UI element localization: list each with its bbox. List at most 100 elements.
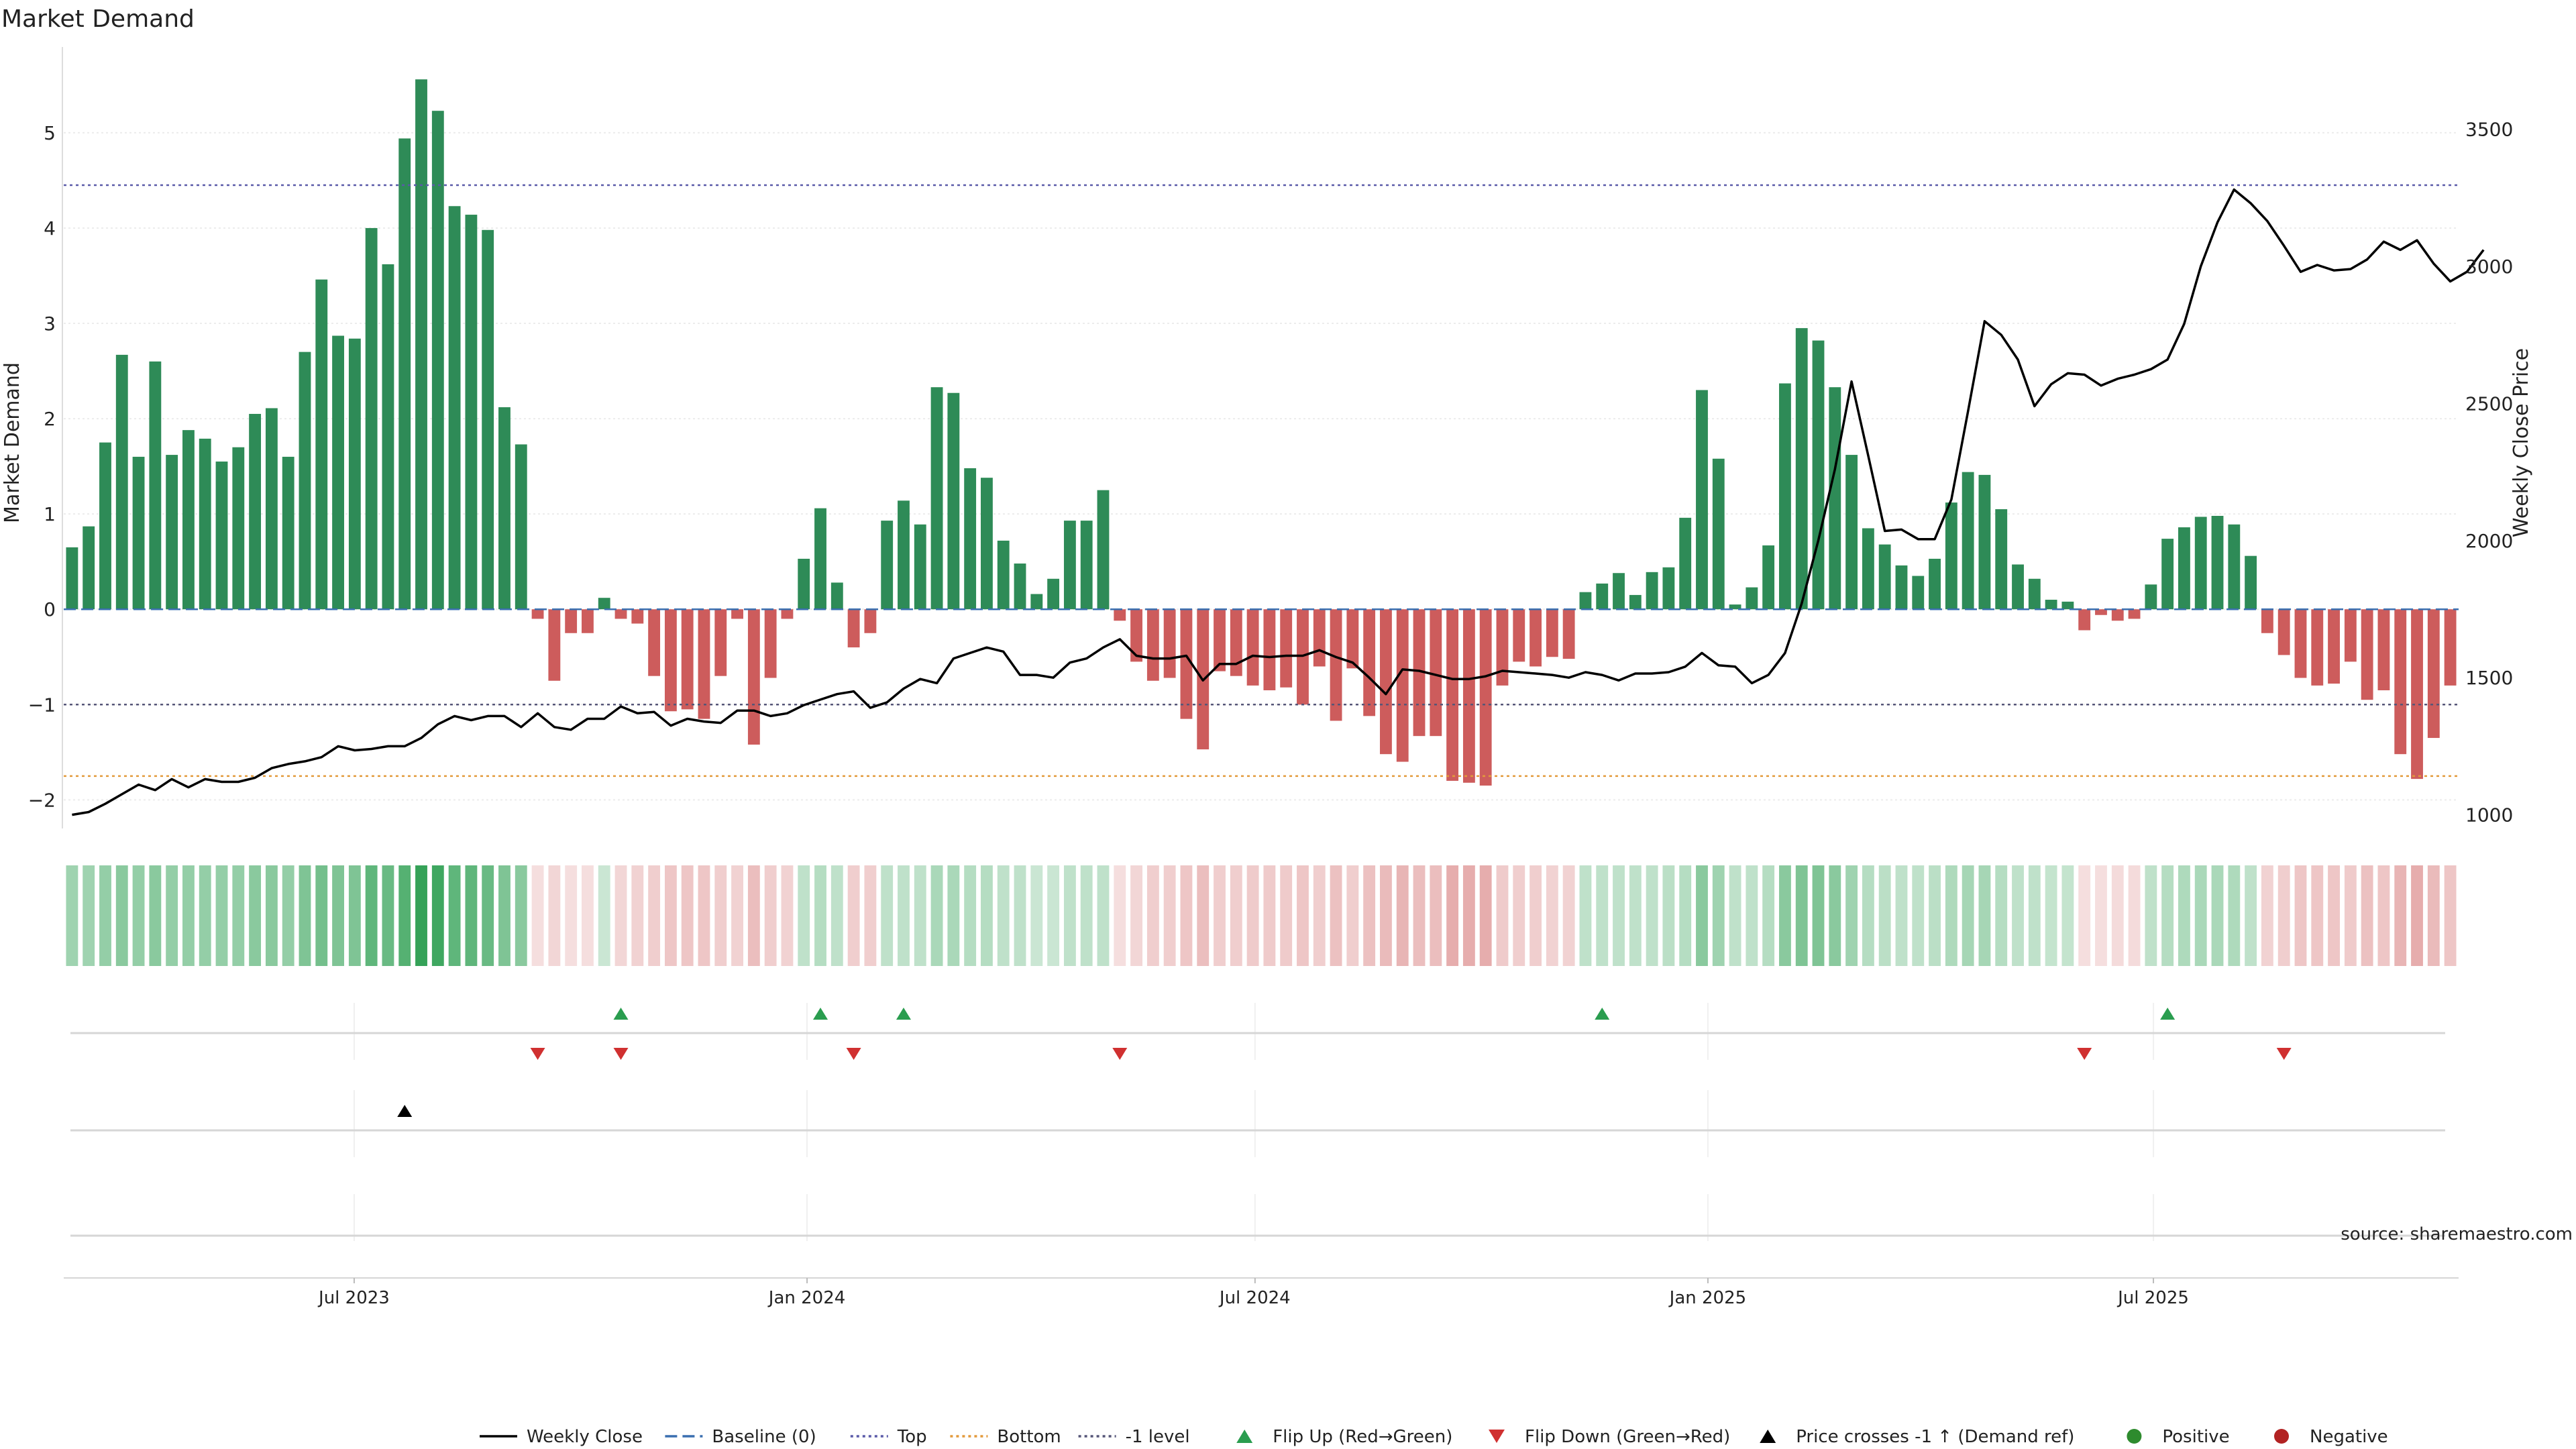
legend-label: Top [897,1427,927,1447]
legend-label: Positive [2162,1427,2229,1447]
bar-positive [1746,587,1758,610]
heat-cell [1795,865,1808,966]
bar-positive [1080,521,1093,610]
bar-negative [1313,609,1326,667]
bar-positive [1829,387,1841,610]
bar-negative [2328,609,2340,684]
heat-cell [1978,865,1991,966]
bar-positive [249,413,262,610]
bar-positive [498,407,511,610]
heat-cell [1696,865,1708,966]
bar-negative [1430,609,1442,737]
heat-cell [1746,865,1758,966]
heat-cell [2211,865,2224,966]
bar-positive [1679,517,1692,610]
heat-cell [981,865,993,966]
source-note: source: sharemaestro.com [2341,1224,2573,1244]
heat-cell [2277,865,2290,966]
y-tick-label: −1 [28,694,56,716]
heat-cell [1380,865,1392,966]
legend-item: Top [850,1427,927,1447]
bar-negative [1363,609,1376,716]
heat-cell [2194,865,2207,966]
heat-cell [814,865,826,966]
x-axis: Jul 2023 Jan 2024 Jul 2024 Jan 2025 Jul 2025 [317,1278,2189,1308]
heat-cell [398,865,411,966]
bar-positive [964,468,977,610]
heat-cell [1629,865,1642,966]
heat-cell [864,865,877,966]
bar-positive [1579,592,1592,610]
bar-negative [1230,609,1242,676]
heat-cell [1346,865,1359,966]
flip-down-marker [1112,1048,1128,1060]
heat-cell [1330,865,1342,966]
heat-cell [1080,865,1093,966]
price-cross-marker [397,1105,413,1117]
legend-item: Baseline (0) [665,1427,816,1447]
bar-negative [2394,609,2407,755]
bar-positive [914,524,926,610]
legend-swatch [2127,1429,2142,1444]
bar-positive [515,444,527,610]
heat-cell [2294,865,2307,966]
bar-positive [348,338,361,610]
bar-positive [1063,521,1076,610]
bar-negative [1496,609,1509,686]
bar-positive [1862,528,1874,610]
bar-positive [132,456,145,610]
y2-tick-label: 2000 [2465,530,2513,552]
bar-negative [1297,609,1309,705]
heat-cell [132,865,145,966]
bar-positive [431,111,444,610]
bar-positive [598,598,610,610]
bar-negative [781,609,794,619]
heat-cell [415,865,427,966]
bar-positive [830,582,843,610]
bar-positive [332,335,344,610]
legend: Weekly Close Baseline (0) Top Bottom -1 leve… [480,1427,2388,1447]
bar-positive [1912,576,1925,610]
bar-positive [2211,516,2224,610]
x-tick-label: Jul 2023 [317,1288,390,1308]
bar-positive [115,354,128,610]
heat-cell [631,865,644,966]
bar-positive [149,361,162,610]
heat-cell [1546,865,1558,966]
legend-label: Bottom [997,1427,1061,1447]
heat-cell [2078,865,2091,966]
heat-cell [598,865,610,966]
bar-positive [232,447,245,610]
bar-positive [465,215,478,610]
heat-cell [1862,865,1874,966]
bar-positive [1895,565,1908,610]
bar-negative [1114,609,1126,621]
heat-cell [1462,865,1475,966]
heat-cell [249,865,262,966]
bar-negative [1562,609,1575,659]
heat-cell [465,865,478,966]
bar-negative [1163,609,1176,678]
bar-negative [1380,609,1392,755]
y2-tick-label: 1000 [2465,804,2513,826]
legend-label: Baseline (0) [712,1427,816,1447]
heat-cell [2377,865,2390,966]
heat-cell [1163,865,1176,966]
weekly-close-line [72,188,2485,816]
bar-positive [1030,594,1043,610]
legend-label: Weekly Close [527,1427,643,1447]
heat-cell [282,865,294,966]
heat-cell [747,865,760,966]
legend-swatch [2274,1429,2289,1444]
bar-positive [199,438,211,610]
heat-cell [681,865,694,966]
bar-negative [2444,609,2457,686]
heat-cell [548,865,561,966]
bar-positive [2045,600,2057,610]
bar-negative [1346,609,1359,669]
bar-positive [981,478,993,610]
heat-cell [2261,865,2273,966]
heat-cell [1263,865,1276,966]
heat-cell [1363,865,1376,966]
y-tick-label: 3 [44,313,56,335]
